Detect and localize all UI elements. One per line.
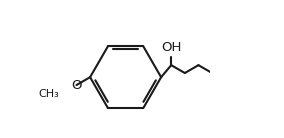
Text: O: O [71, 79, 82, 91]
Text: CH₃: CH₃ [39, 89, 59, 99]
Text: OH: OH [161, 41, 181, 54]
